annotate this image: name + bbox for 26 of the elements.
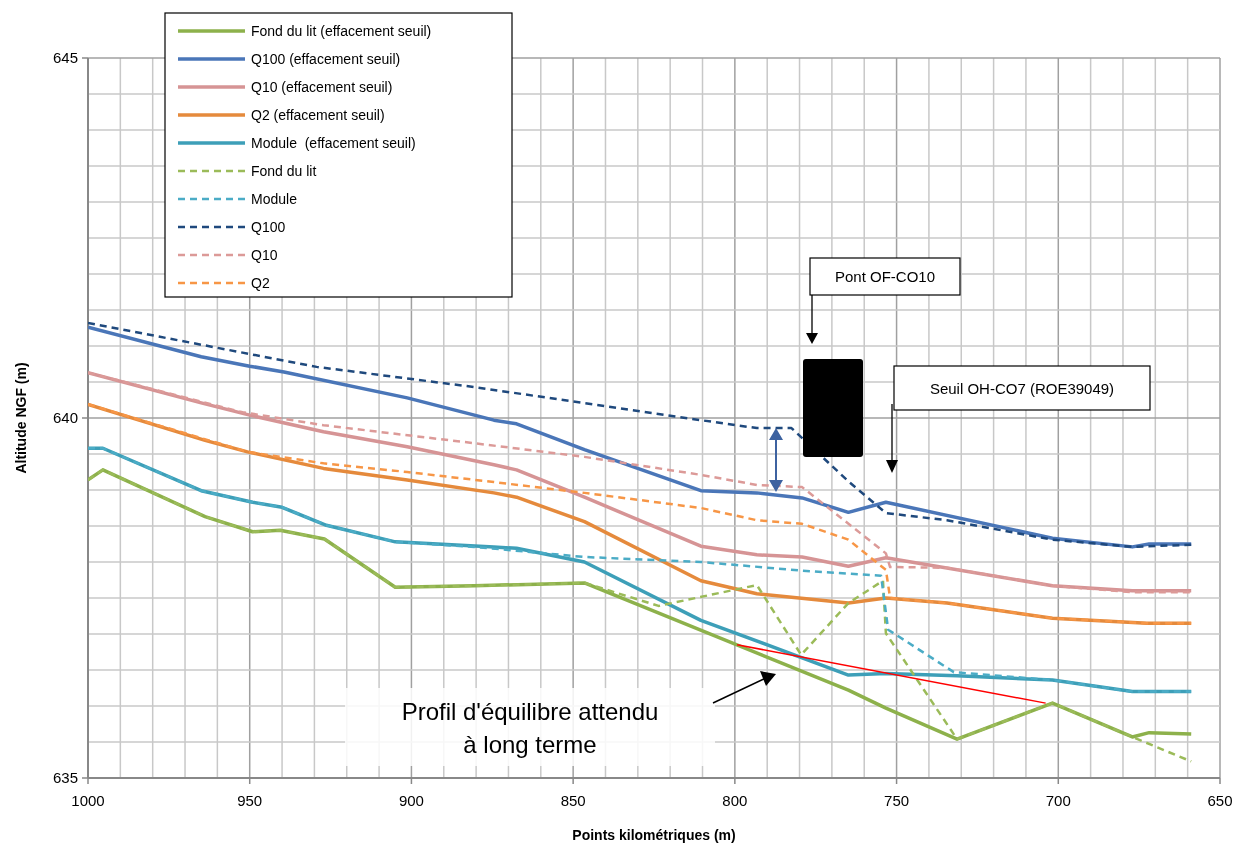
x-tick-label: 900 [398,792,424,809]
y-tick-label: 645 [52,49,78,66]
y-tick-label: 635 [52,769,78,786]
annotation: Seuil OH-CO7 (ROE39049) [929,380,1115,397]
annotation: Pont OF-CO10 [834,268,936,285]
annotation: Profil d'équilibre attendu à long terme [401,698,659,758]
legend-label: Fond du lit [251,163,317,179]
x-tick-label: 950 [237,792,263,809]
x-tick-label: 850 [560,792,586,809]
legend-label: Q100 (effacement seuil) [251,51,401,67]
x-tick-label: 650 [1207,792,1233,809]
x-axis-title: Points kilométriques (m) [572,827,736,843]
x-tick-label: 800 [722,792,748,809]
x-tick-label: 750 [884,792,910,809]
legend-label: Module (effacement seuil) [251,135,416,151]
legend-label: Q10 [251,247,278,263]
legend-label: Q2 (effacement seuil) [251,107,385,123]
legend-label: Q10 (effacement seuil) [251,79,393,95]
legend-label: Fond du lit (effacement seuil) [251,23,432,39]
legend-label: Module [251,191,298,207]
x-tick-label: 700 [1045,792,1071,809]
legend-label: Q100 [251,219,286,235]
x-tick-label: 1000 [71,792,105,809]
y-tick-label: 640 [52,409,78,426]
legend-label: Q2 [251,275,270,291]
y-axis-title: Altitude NGF (m) [13,362,29,474]
